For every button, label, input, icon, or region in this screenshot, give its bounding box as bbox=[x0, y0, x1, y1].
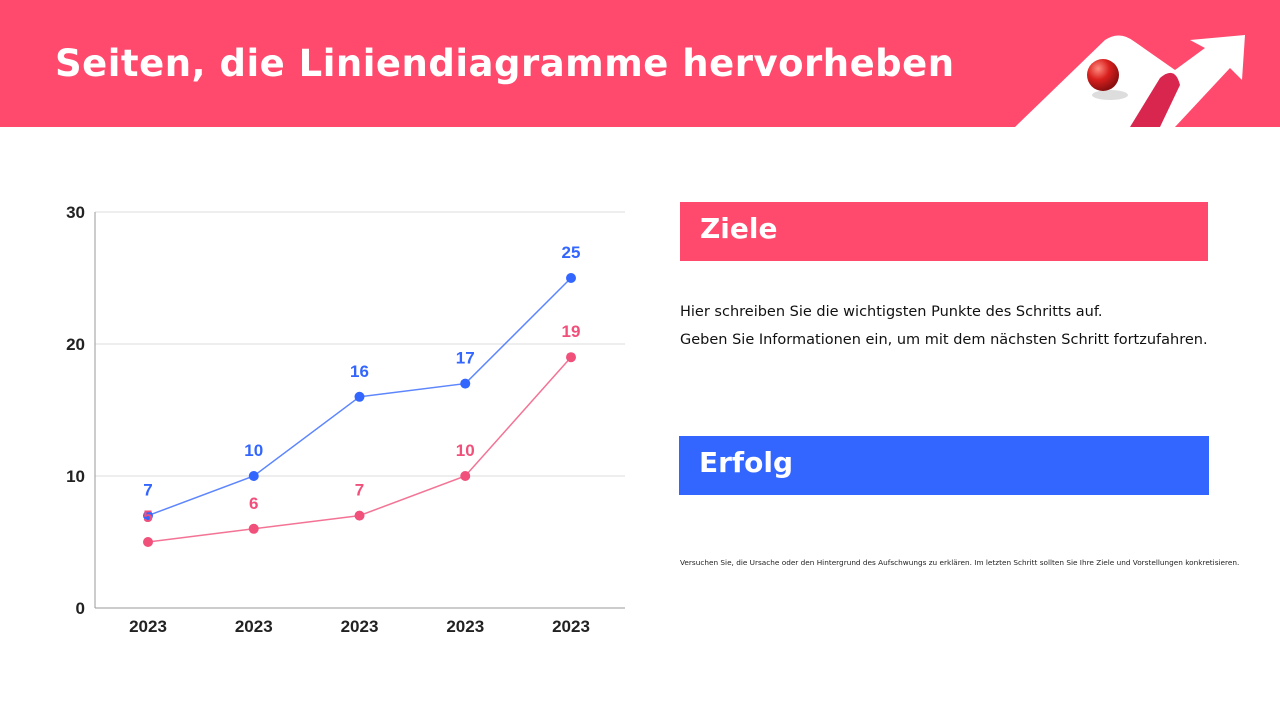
data-label: 7 bbox=[143, 481, 152, 500]
data-point bbox=[143, 510, 153, 521]
x-tick-label: 2023 bbox=[129, 617, 167, 636]
header-banner: Seiten, die Liniendiagramme hervorheben bbox=[0, 0, 1280, 127]
data-label: 5 bbox=[143, 507, 152, 526]
x-tick-label: 2023 bbox=[341, 617, 379, 636]
data-point bbox=[354, 510, 365, 521]
data-label: 16 bbox=[350, 362, 369, 381]
goals-line: Geben Sie Informationen ein, um mit dem … bbox=[680, 332, 1208, 348]
data-label: 17 bbox=[456, 349, 475, 368]
goals-heading: Ziele bbox=[680, 202, 1208, 261]
x-tick-label: 2023 bbox=[446, 617, 484, 636]
y-tick-label: 20 bbox=[66, 335, 85, 354]
data-label: 7 bbox=[355, 481, 364, 500]
rising-arrow-ball-illustration bbox=[1015, 35, 1245, 127]
data-label: 10 bbox=[456, 441, 475, 460]
data-point bbox=[460, 471, 471, 481]
data-point bbox=[566, 352, 576, 363]
x-tick-label: 2023 bbox=[235, 617, 273, 636]
data-point bbox=[248, 523, 259, 534]
data-point bbox=[143, 537, 153, 547]
data-point bbox=[354, 391, 365, 402]
data-label: 25 bbox=[562, 243, 581, 262]
line-chart: 0 10 20 30 2023 2023 2023 2023 2023 7 10 16 17 25 5 6 7 1… bbox=[66, 203, 625, 636]
data-label: 6 bbox=[249, 494, 258, 513]
data-label: 10 bbox=[244, 441, 263, 460]
data-label: 19 bbox=[562, 322, 581, 341]
goals-text: Hier schreiben Sie die wichtigsten Punkt… bbox=[680, 298, 1208, 354]
data-point bbox=[566, 273, 576, 283]
y-tick-label: 10 bbox=[66, 467, 85, 486]
success-text: Versuchen Sie, die Ursache oder den Hint… bbox=[680, 558, 1240, 567]
x-tick-label: 2023 bbox=[552, 617, 590, 636]
success-heading: Erfolg bbox=[679, 436, 1209, 495]
goals-line: Hier schreiben Sie die wichtigsten Punkt… bbox=[680, 304, 1103, 320]
y-tick-label: 0 bbox=[76, 599, 85, 618]
y-tick-label: 30 bbox=[66, 203, 85, 222]
data-point bbox=[248, 471, 259, 481]
data-point bbox=[460, 378, 471, 389]
page-title: Seiten, die Liniendiagramme hervorheben bbox=[55, 42, 955, 85]
